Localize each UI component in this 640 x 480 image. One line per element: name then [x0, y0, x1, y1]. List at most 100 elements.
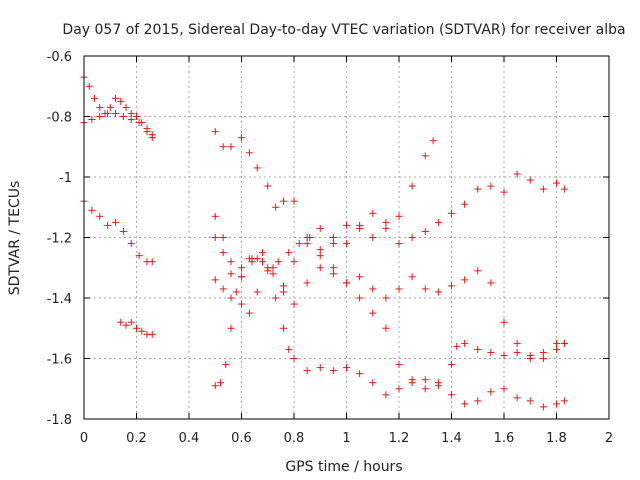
data-point: [238, 264, 245, 272]
series-track-9: [211, 234, 568, 393]
data-point: [253, 288, 261, 296]
x-tick-label: 1.8: [546, 431, 567, 446]
data-point: [104, 109, 112, 117]
data-point: [408, 182, 416, 190]
data-point: [96, 113, 104, 120]
y-tick-label: -1.4: [47, 292, 72, 307]
data-point: [219, 143, 227, 151]
data-point: [112, 94, 119, 102]
x-tick-labels: 0 0.2 0.4 0.6 0.8 1 1.2 1.4 1.6 1.8 2: [80, 431, 613, 446]
data-point: [500, 318, 508, 326]
data-point: [395, 361, 403, 369]
data-point: [306, 234, 314, 241]
data-point: [369, 309, 377, 317]
y-tick-label: -1: [59, 171, 72, 186]
data-point: [343, 364, 350, 372]
data-point: [553, 345, 560, 353]
data-point: [127, 116, 135, 124]
data-point: [474, 185, 482, 193]
data-point: [500, 351, 508, 359]
data-point: [474, 345, 482, 353]
data-point: [539, 355, 547, 362]
series-track-6: [211, 170, 568, 290]
series-track-8: [211, 255, 568, 411]
data-point: [238, 300, 245, 308]
y-tick-label: -1.8: [47, 413, 72, 428]
data-point: [303, 279, 311, 287]
data-point: [526, 176, 534, 184]
data-point: [295, 240, 303, 248]
data-point: [259, 249, 266, 257]
data-point: [117, 97, 125, 105]
data-point: [272, 203, 280, 211]
data-point: [461, 276, 469, 284]
data-point: [285, 249, 293, 257]
x-tick-label: 0: [80, 431, 88, 446]
data-point: [343, 279, 350, 287]
y-tick-label: -0.6: [47, 50, 72, 65]
data-point: [382, 224, 390, 232]
data-point: [513, 170, 521, 178]
data-point: [106, 103, 114, 111]
data-point: [143, 125, 151, 133]
data-point: [369, 209, 377, 217]
data-point: [395, 285, 403, 293]
data-point: [96, 212, 104, 220]
y-tick-label: -0.8: [47, 111, 72, 126]
data-point: [356, 294, 364, 302]
data-point: [127, 240, 135, 248]
data-point: [227, 270, 235, 278]
data-point: [513, 348, 521, 356]
data-point: [487, 348, 495, 356]
data-point: [395, 240, 403, 248]
data-point: [264, 182, 272, 190]
series-track-4: [117, 318, 156, 338]
y-tick-label: -1.2: [47, 232, 72, 247]
data-point: [316, 224, 324, 232]
grid: [84, 56, 609, 419]
data-point: [227, 258, 235, 266]
data-point: [290, 300, 298, 308]
data-point: [238, 134, 245, 142]
x-tick-label: 2: [605, 431, 613, 446]
data-point: [245, 255, 253, 263]
data-point: [148, 131, 156, 139]
data-point: [421, 227, 429, 235]
data-point: [290, 197, 298, 205]
data-point: [500, 385, 508, 393]
data-point: [85, 82, 93, 90]
data-point: [222, 361, 230, 369]
y-axis-title: SDTVAR / TECUs: [7, 181, 23, 296]
data-point: [487, 388, 495, 396]
data-point: [448, 282, 455, 290]
data-point: [148, 330, 156, 338]
data-point: [219, 234, 227, 241]
data-point: [453, 342, 461, 350]
data-point: [487, 182, 495, 190]
data-point: [448, 361, 455, 369]
data-point: [461, 339, 469, 347]
data-point: [369, 234, 377, 241]
x-tick-label: 1.4: [441, 431, 462, 446]
data-point: [135, 119, 143, 127]
data-point: [369, 285, 377, 293]
data-point: [303, 367, 311, 375]
data-point: [91, 94, 98, 102]
data-point: [211, 276, 219, 284]
data-point: [316, 246, 324, 254]
axis-ticks: [83, 55, 610, 420]
data-point: [211, 128, 219, 136]
data-point: [290, 355, 298, 362]
data-point: [280, 282, 287, 290]
data-point: [138, 327, 146, 335]
data-point: [356, 273, 364, 281]
data-point: [133, 113, 140, 120]
x-tick-label: 1.2: [389, 431, 410, 446]
x-tick-label: 0.6: [231, 431, 252, 446]
data-point: [316, 364, 324, 372]
data-point: [553, 179, 560, 187]
data-point: [382, 324, 390, 332]
data-point: [245, 309, 253, 317]
